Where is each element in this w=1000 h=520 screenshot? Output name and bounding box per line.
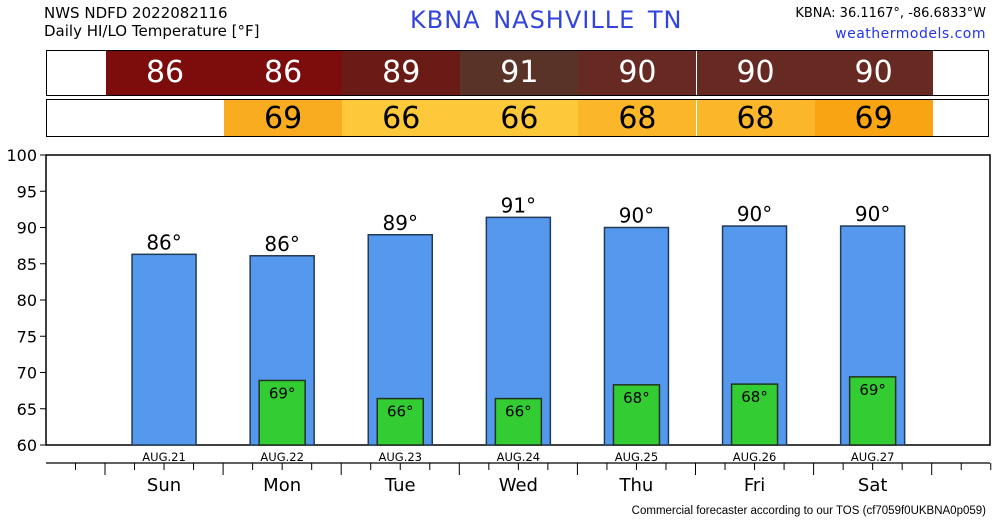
lo-temp-cell: 69 (814, 100, 933, 136)
y-tick-label: 90 (17, 219, 37, 238)
lo-temp-bar (376, 397, 424, 446)
day-label: Fri (744, 475, 765, 496)
y-tick-label: 70 (17, 364, 37, 383)
lo-temp-label: 69° (859, 381, 886, 399)
hi-temp-label: 86° (146, 230, 181, 254)
day-label: Thu (619, 475, 654, 496)
lo-temp-bar (848, 376, 897, 446)
hi-temp-cell: 90 (578, 51, 697, 95)
date-label: AUG.23 (379, 450, 422, 464)
hi-temp-cell: 90 (696, 51, 815, 95)
day-label: Mon (263, 475, 301, 496)
lo-temp-cell: 68 (696, 100, 815, 136)
lo-temp-bar (730, 383, 779, 446)
site-link[interactable]: weathermodels.com (835, 26, 986, 42)
lo-temp-strip: 69 66 66 68 68 69 (46, 99, 989, 137)
hi-temp-label: 90° (855, 202, 890, 226)
hi-temp-label: 91° (501, 193, 536, 217)
station-title: KBNA NASHVILLE TN (410, 6, 683, 34)
day-label: Sun (147, 475, 181, 496)
hi-temp-label: 86° (264, 232, 299, 256)
y-tick-label: 60 (17, 436, 37, 455)
lo-temp-label: 66° (505, 403, 532, 421)
day-label: Tue (384, 475, 416, 496)
product-subtitle: Daily HI/LO Temperature [°F] (44, 22, 260, 40)
date-label: AUG.27 (851, 450, 894, 464)
date-label: AUG.24 (497, 450, 540, 464)
lo-temp-label: 69° (269, 384, 296, 402)
product-header: NWS NDFD 2022082116 Daily HI/LO Temperat… (44, 4, 260, 40)
hi-temp-cell: 90 (814, 51, 933, 95)
y-tick-label: 100 (6, 146, 37, 165)
hi-temp-cell: 91 (460, 51, 579, 95)
station-coords: KBNA: 36.1167°, -86.6833°W (795, 6, 986, 21)
date-label: AUG.22 (260, 450, 303, 464)
date-label: AUG.26 (733, 450, 776, 464)
lo-temp-cell: 66 (342, 100, 461, 136)
lo-temp-bar (494, 397, 543, 446)
lo-temp-label: 68° (623, 389, 650, 407)
y-tick-label: 80 (17, 291, 37, 310)
lo-temp-bar (612, 384, 661, 446)
footer-note: Commercial forecaster according to our T… (631, 505, 986, 517)
hi-temp-cell: 86 (224, 51, 343, 95)
date-label: AUG.21 (142, 450, 185, 464)
hi-temp-cell: 89 (342, 51, 461, 95)
hi-temp-bar (131, 253, 197, 446)
hi-temp-label: 90° (737, 202, 772, 226)
product-line: NWS NDFD 2022082116 (44, 4, 228, 22)
hi-temp-cell: 86 (106, 51, 225, 95)
day-label: Sat (858, 475, 888, 496)
hi-temp-strip: 86 86 89 91 90 90 90 (46, 50, 989, 96)
lo-temp-cell: 66 (460, 100, 579, 136)
lo-temp-cell: 68 (578, 100, 697, 136)
y-tick-label: 75 (17, 327, 37, 346)
y-tick-label: 65 (17, 400, 37, 419)
y-tick-label: 85 (17, 255, 37, 274)
lo-temp-bar (258, 379, 306, 446)
station-info: KBNA: 36.1167°, -86.6833°W weathermodels… (795, 4, 986, 44)
day-label: Wed (499, 475, 538, 496)
hi-temp-label: 89° (383, 211, 418, 235)
lo-temp-cell: 69 (224, 100, 343, 136)
date-label: AUG.25 (615, 450, 658, 464)
lo-temp-label: 68° (741, 388, 768, 406)
y-tick-label: 95 (17, 182, 37, 201)
lo-temp-label: 66° (387, 403, 414, 421)
hi-temp-label: 90° (619, 204, 654, 228)
